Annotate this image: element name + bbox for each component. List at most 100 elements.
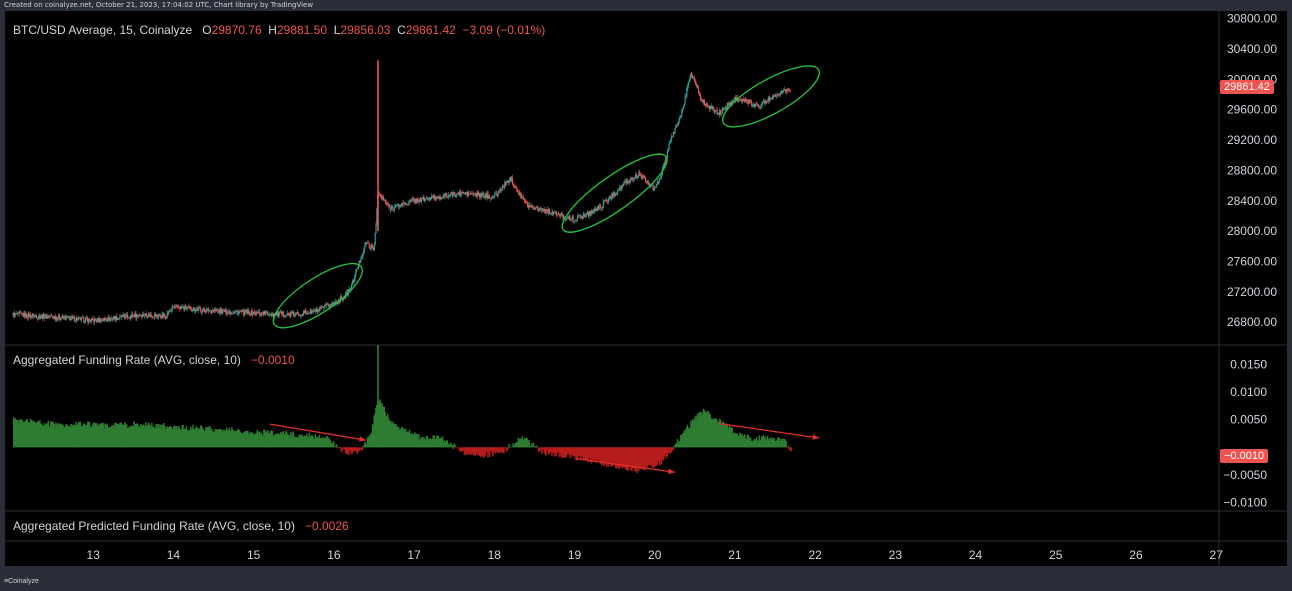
candle-body	[550, 213, 552, 215]
funding-bar	[749, 438, 752, 448]
funding-bar	[481, 447, 483, 454]
funding-bar	[643, 447, 645, 471]
candle-body	[380, 195, 382, 197]
chart-frame[interactable]: 30800.0030400.0030000.0029600.0029200.00…	[5, 11, 1287, 566]
open-value: 29870.76	[211, 23, 262, 37]
funding-legend: Aggregated Funding Rate (AVG, close, 10)…	[13, 353, 295, 367]
funding-bar	[13, 418, 16, 448]
funding-bar	[91, 427, 93, 448]
funding-bar	[355, 447, 358, 452]
candle-body	[375, 223, 377, 234]
funding-bar	[16, 420, 18, 448]
candle-body	[767, 101, 769, 103]
funding-bar	[570, 447, 573, 455]
funding-bar	[167, 427, 170, 448]
candle-body	[628, 181, 631, 183]
candle-body	[305, 310, 307, 314]
candle-body	[415, 199, 417, 203]
funding-bar	[374, 413, 376, 448]
candle-body	[57, 314, 60, 319]
funding-bar	[683, 430, 685, 448]
funding-bar	[671, 447, 674, 451]
funding-bar	[110, 425, 113, 448]
funding-bar	[776, 438, 779, 448]
candle-body	[645, 181, 647, 183]
candle-body	[642, 175, 644, 177]
funding-bar	[387, 418, 390, 448]
candle-body	[739, 99, 741, 100]
funding-bar	[354, 447, 357, 451]
funding-bar	[241, 433, 243, 448]
price-axis-tick: 30400.00	[1227, 42, 1277, 56]
funding-bar	[45, 424, 48, 448]
candle-body	[706, 103, 708, 106]
candle-body	[14, 313, 17, 315]
candle-body	[700, 97, 702, 101]
funding-bar	[763, 437, 765, 448]
candle-body	[167, 313, 169, 315]
funding-bar	[425, 436, 428, 448]
funding-bar	[566, 447, 568, 454]
funding-bar	[347, 447, 349, 451]
candle-body	[28, 313, 30, 318]
funding-bar	[769, 439, 771, 448]
candle-body	[458, 191, 460, 195]
candle-body	[440, 196, 442, 199]
funding-bar	[381, 402, 383, 448]
candle-body	[426, 197, 428, 200]
funding-bar	[351, 447, 354, 454]
funding-bar	[331, 444, 333, 448]
candle-body	[482, 193, 484, 194]
candle-body	[165, 317, 167, 319]
candle-body	[19, 312, 21, 314]
chart-canvas[interactable]: 30800.0030400.0030000.0029600.0029200.00…	[5, 11, 1287, 566]
candle-body	[247, 310, 249, 314]
funding-bar	[181, 424, 183, 448]
candle-body	[636, 177, 638, 178]
candle-body	[179, 308, 181, 310]
candle-body	[462, 192, 464, 193]
funding-bar	[653, 447, 655, 469]
funding-bar	[463, 447, 466, 456]
candle-body	[400, 204, 402, 205]
candle-body	[595, 208, 597, 211]
funding-bar	[65, 424, 67, 448]
funding-bar	[254, 433, 257, 448]
funding-bar	[488, 447, 491, 457]
candle-body	[684, 96, 686, 105]
candle-body	[266, 311, 268, 314]
candle-body	[697, 87, 700, 93]
funding-bar	[85, 424, 87, 448]
funding-bar	[24, 421, 27, 448]
funding-bar	[193, 429, 195, 448]
funding-bar	[624, 447, 626, 468]
candle-body	[245, 310, 247, 313]
funding-bar	[55, 422, 57, 448]
funding-bar	[426, 435, 429, 448]
funding-bar	[363, 444, 365, 448]
candle-body	[74, 320, 76, 322]
funding-bar	[243, 432, 246, 448]
funding-bar	[25, 419, 28, 448]
funding-bar	[19, 418, 22, 448]
candle-body	[130, 315, 132, 319]
funding-bar	[134, 424, 136, 448]
funding-bar	[221, 430, 223, 448]
candle-body	[672, 132, 674, 137]
funding-bar	[620, 447, 622, 468]
candle-body	[774, 94, 776, 96]
funding-bar	[33, 422, 35, 448]
funding-bar	[402, 428, 404, 448]
candle-body	[582, 214, 584, 219]
funding-bar	[104, 423, 107, 448]
funding-bar	[486, 447, 488, 452]
candle-body	[660, 176, 662, 178]
funding-bar	[417, 439, 419, 448]
funding-bar	[259, 435, 262, 448]
funding-bar	[546, 447, 548, 450]
candle-body	[78, 317, 80, 319]
candle-body	[429, 197, 431, 200]
candle-body	[282, 311, 284, 317]
candle-body	[471, 193, 473, 195]
funding-bar	[207, 427, 210, 448]
